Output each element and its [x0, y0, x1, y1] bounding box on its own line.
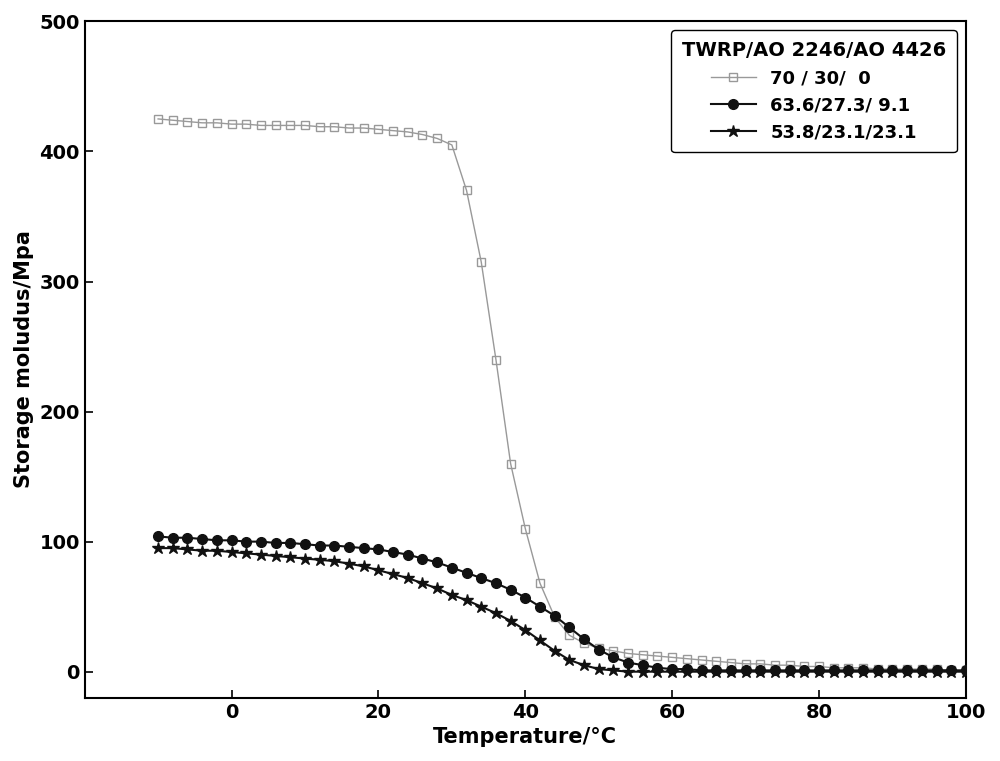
- 53.8/23.1/23.1: [607, 666, 619, 675]
- Y-axis label: Storage moludus/Mpa: Storage moludus/Mpa: [14, 231, 34, 489]
- 53.8/23.1/23.1: [696, 667, 708, 677]
- X-axis label: Temperature/°C: Temperature/°C: [433, 727, 617, 747]
- 53.8/23.1/23.1: [784, 667, 796, 677]
- 70 / 30/  0: [167, 116, 179, 125]
- 53.8/23.1/23.1: [666, 667, 678, 677]
- 70 / 30/  0: [681, 654, 693, 664]
- 63.6/27.3/ 9.1: [607, 653, 619, 662]
- Line: 53.8/23.1/23.1: 53.8/23.1/23.1: [152, 542, 972, 678]
- 70 / 30/  0: [607, 646, 619, 655]
- 70 / 30/  0: [446, 140, 458, 149]
- Legend: 70 / 30/  0, 63.6/27.3/ 9.1, 53.8/23.1/23.1: 70 / 30/ 0, 63.6/27.3/ 9.1, 53.8/23.1/23…: [671, 30, 957, 152]
- 63.6/27.3/ 9.1: [784, 666, 796, 675]
- 70 / 30/  0: [945, 666, 957, 675]
- 63.6/27.3/ 9.1: [167, 533, 179, 543]
- Line: 63.6/27.3/ 9.1: 63.6/27.3/ 9.1: [153, 532, 971, 675]
- 63.6/27.3/ 9.1: [681, 664, 693, 673]
- 53.8/23.1/23.1: [960, 667, 972, 677]
- 53.8/23.1/23.1: [446, 591, 458, 600]
- 63.6/27.3/ 9.1: [152, 532, 164, 541]
- 70 / 30/  0: [960, 666, 972, 675]
- 53.8/23.1/23.1: [152, 543, 164, 552]
- 70 / 30/  0: [769, 661, 781, 670]
- 53.8/23.1/23.1: [167, 543, 179, 552]
- 70 / 30/  0: [651, 651, 663, 661]
- 63.6/27.3/ 9.1: [446, 563, 458, 572]
- 53.8/23.1/23.1: [622, 667, 634, 677]
- 70 / 30/  0: [152, 114, 164, 123]
- 63.6/27.3/ 9.1: [696, 666, 708, 675]
- 63.6/27.3/ 9.1: [651, 664, 663, 673]
- Line: 70 / 30/  0: 70 / 30/ 0: [154, 115, 970, 674]
- 63.6/27.3/ 9.1: [960, 666, 972, 675]
